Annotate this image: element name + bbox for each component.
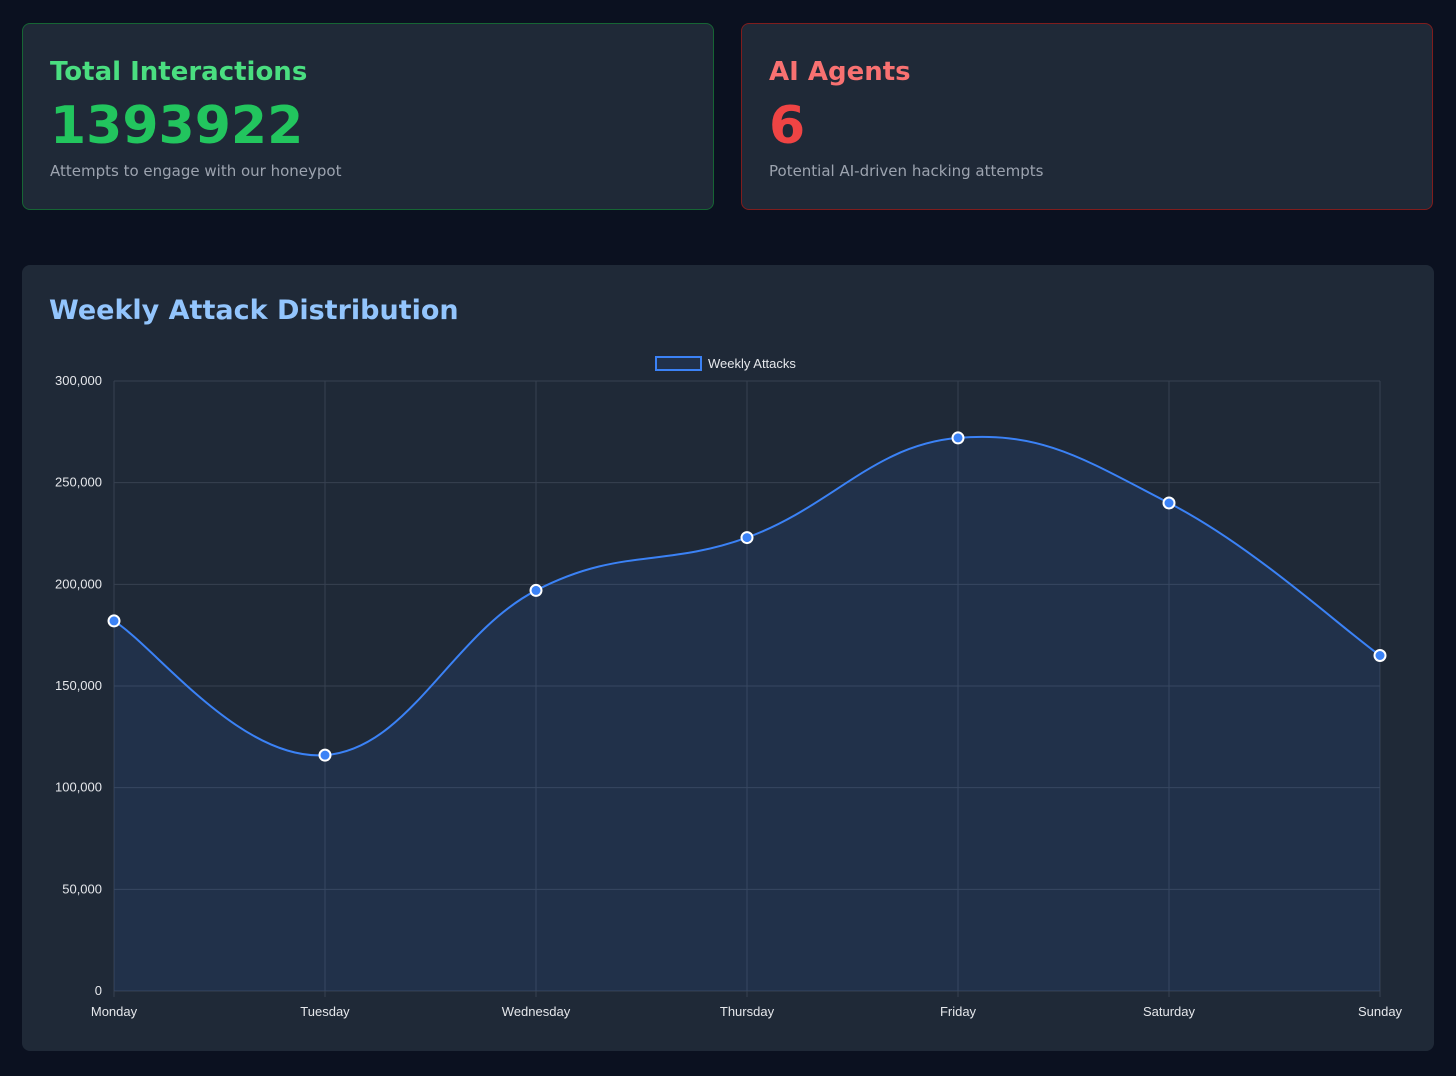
- ai-agents-card: AI Agents 6 Potential AI-driven hacking …: [741, 23, 1433, 210]
- ai-agents-value: 6: [769, 96, 806, 156]
- chart-title: Weekly Attack Distribution: [49, 295, 459, 326]
- total-interactions-card: Total Interactions 1393922 Attempts to e…: [22, 23, 714, 210]
- total-interactions-title: Total Interactions: [50, 57, 308, 87]
- weekly-attack-chart-card: Weekly Attack Distribution 0 50,000 100,00…: [22, 265, 1434, 1051]
- data-point: [529, 583, 543, 597]
- y-tick-label: 200,000: [55, 576, 102, 591]
- x-tick-label: Wednesday: [502, 1004, 571, 1019]
- y-tick-label: 250,000: [55, 475, 102, 490]
- ai-agents-title: AI Agents: [769, 57, 911, 87]
- data-point: [1373, 649, 1387, 662]
- y-tick-label: 0: [95, 983, 102, 998]
- legend-label: Weekly Attacks: [708, 356, 796, 371]
- data-point: [951, 431, 965, 445]
- x-tick-label: Saturday: [1143, 1004, 1196, 1019]
- legend-swatch: [655, 356, 702, 371]
- y-tick-label: 300,000: [55, 373, 102, 388]
- series-area: [114, 436, 1380, 991]
- data-point: [740, 531, 754, 545]
- x-tick-label: Friday: [940, 1004, 977, 1019]
- x-tick-label: Monday: [91, 1004, 138, 1019]
- x-tick-label: Thursday: [720, 1004, 775, 1019]
- y-tick-label: 50,000: [62, 881, 102, 896]
- total-interactions-description: Attempts to engage with our honeypot: [50, 162, 342, 180]
- ai-agents-description: Potential AI-driven hacking attempts: [769, 162, 1044, 180]
- weekly-attack-chart: 0 50,000 100,000 150,000 200,000 250,000 300,0…: [55, 356, 1403, 1019]
- x-tick-label: Tuesday: [300, 1004, 350, 1019]
- total-interactions-value: 1393922: [50, 96, 304, 156]
- data-point: [318, 748, 332, 762]
- data-point: [107, 614, 121, 628]
- y-tick-label: 100,000: [55, 780, 102, 795]
- x-tick-label: Sunday: [1358, 1004, 1403, 1019]
- y-tick-label: 150,000: [55, 678, 102, 693]
- data-point: [1162, 496, 1176, 510]
